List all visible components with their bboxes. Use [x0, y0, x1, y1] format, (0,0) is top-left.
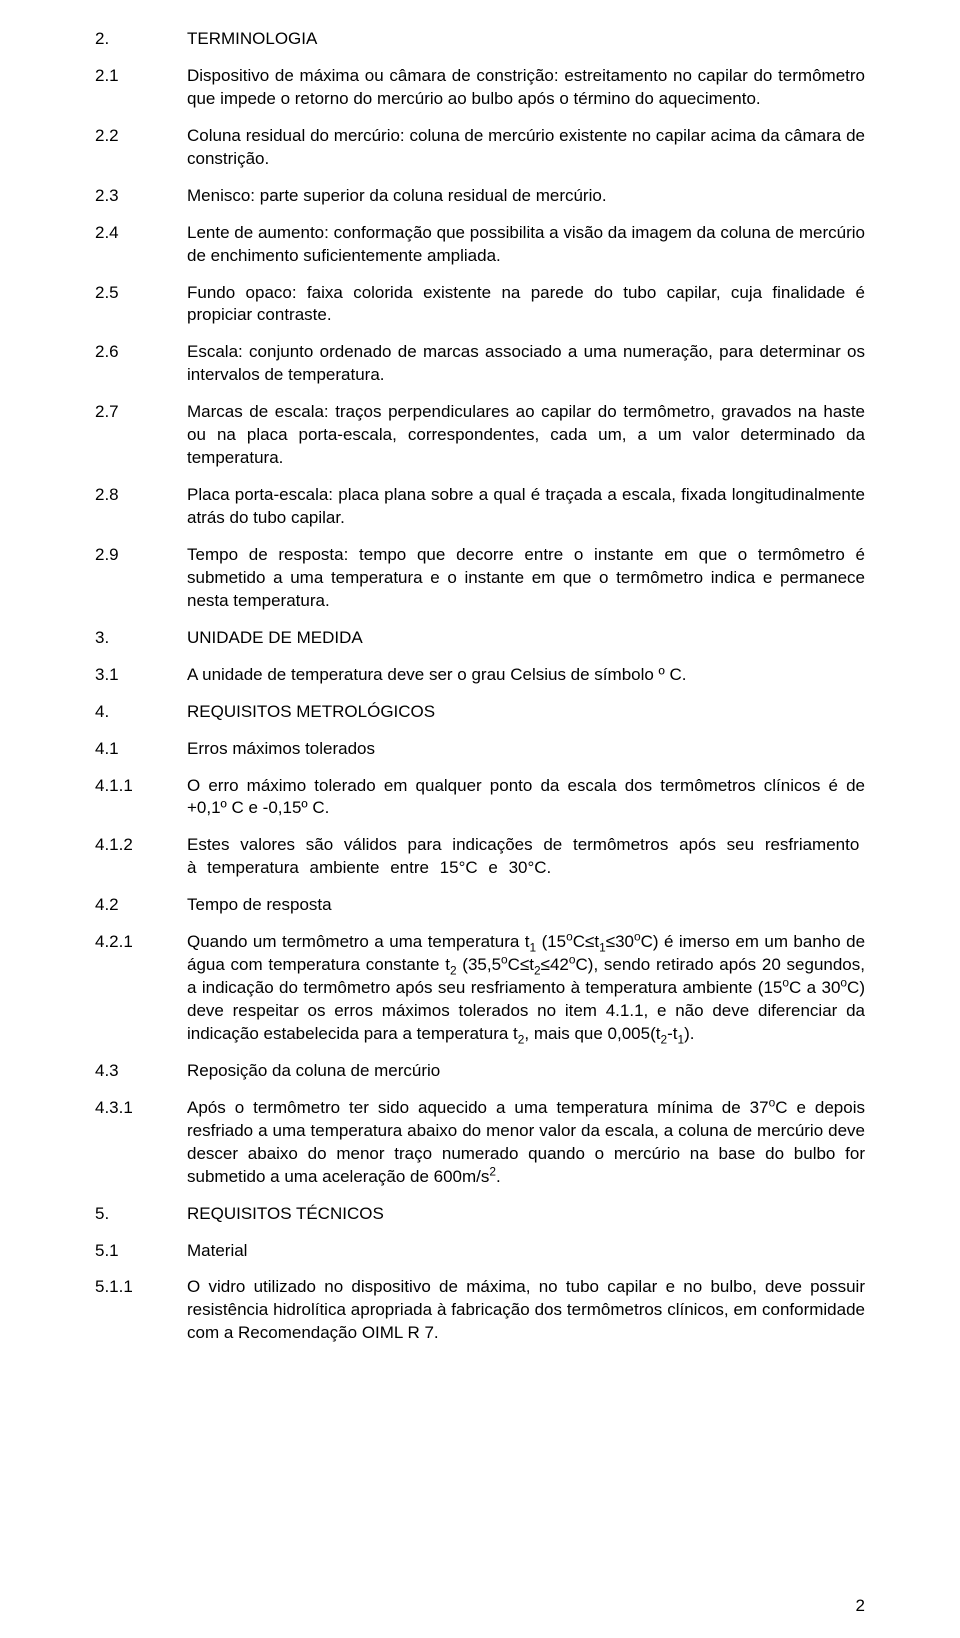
- item-number: 2.6: [95, 341, 187, 364]
- list-item: 2.6Escala: conjunto ordenado de marcas a…: [95, 341, 865, 387]
- list-item: 4.1.1O erro máximo tolerado em qualquer …: [95, 775, 865, 821]
- item-number: 5.1.1: [95, 1276, 187, 1299]
- item-text: Menisco: parte superior da coluna residu…: [187, 185, 865, 208]
- item-number: 4.3.1: [95, 1097, 187, 1120]
- list-item: 2.1Dispositivo de máxima ou câmara de co…: [95, 65, 865, 111]
- list-item: 4.1.2Estes valores são válidos para indi…: [95, 834, 865, 880]
- item-number: 2.9: [95, 544, 187, 567]
- item-number: 2.4: [95, 222, 187, 245]
- list-item: 4.2Tempo de resposta: [95, 894, 865, 917]
- item-number: 4.1.2: [95, 834, 187, 857]
- item-number: 2.: [95, 28, 187, 51]
- item-text: Tempo de resposta: tempo que decorre ent…: [187, 544, 865, 613]
- item-text: Lente de aumento: conformação que possib…: [187, 222, 865, 268]
- item-text: Material: [187, 1240, 865, 1263]
- item-number: 4.2: [95, 894, 187, 917]
- item-text: A unidade de temperatura deve ser o grau…: [187, 664, 865, 687]
- item-number: 4.3: [95, 1060, 187, 1083]
- list-item: 4.3Reposição da coluna de mercúrio: [95, 1060, 865, 1083]
- item-number: 3.: [95, 627, 187, 650]
- list-item: 4.1Erros máximos tolerados: [95, 738, 865, 761]
- item-text: Erros máximos tolerados: [187, 738, 865, 761]
- definition-list: 2.TERMINOLOGIA2.1Dispositivo de máxima o…: [95, 28, 865, 1345]
- list-item: 4.REQUISITOS METROLÓGICOS: [95, 701, 865, 724]
- list-item: 2.9Tempo de resposta: tempo que decorre …: [95, 544, 865, 613]
- list-item: 2.3Menisco: parte superior da coluna res…: [95, 185, 865, 208]
- item-number: 4.1.1: [95, 775, 187, 798]
- item-number: 2.3: [95, 185, 187, 208]
- item-text: REQUISITOS METROLÓGICOS: [187, 701, 865, 724]
- list-item: 2.5Fundo opaco: faixa colorida existente…: [95, 282, 865, 328]
- item-text: O vidro utilizado no dispositivo de máxi…: [187, 1276, 865, 1345]
- item-number: 2.2: [95, 125, 187, 148]
- list-item: 2.2Coluna residual do mercúrio: coluna d…: [95, 125, 865, 171]
- item-text: Tempo de resposta: [187, 894, 865, 917]
- item-number: 2.7: [95, 401, 187, 424]
- item-text: O erro máximo tolerado em qualquer ponto…: [187, 775, 865, 821]
- item-text: Coluna residual do mercúrio: coluna de m…: [187, 125, 865, 171]
- item-number: 2.1: [95, 65, 187, 88]
- page-number: 2: [856, 1596, 865, 1616]
- list-item: 2.7Marcas de escala: traços perpendicula…: [95, 401, 865, 470]
- item-text: Após o termômetro ter sido aquecido a um…: [187, 1097, 865, 1189]
- item-text: Placa porta-escala: placa plana sobre a …: [187, 484, 865, 530]
- item-text: Estes valores são válidos para indicaçõe…: [187, 834, 865, 880]
- list-item: 3.1A unidade de temperatura deve ser o g…: [95, 664, 865, 687]
- item-text: Marcas de escala: traços perpendiculares…: [187, 401, 865, 470]
- item-text: Escala: conjunto ordenado de marcas asso…: [187, 341, 865, 387]
- item-number: 5.1: [95, 1240, 187, 1263]
- list-item: 5.1Material: [95, 1240, 865, 1263]
- list-item: 2.4Lente de aumento: conformação que pos…: [95, 222, 865, 268]
- item-number: 2.5: [95, 282, 187, 305]
- item-number: 4.: [95, 701, 187, 724]
- document-page: 2.TERMINOLOGIA2.1Dispositivo de máxima o…: [0, 0, 960, 1638]
- item-text: UNIDADE DE MEDIDA: [187, 627, 865, 650]
- list-item: 2.TERMINOLOGIA: [95, 28, 865, 51]
- list-item: 4.3.1Após o termômetro ter sido aquecido…: [95, 1097, 865, 1189]
- item-text: Dispositivo de máxima ou câmara de const…: [187, 65, 865, 111]
- item-text: TERMINOLOGIA: [187, 28, 865, 51]
- item-number: 3.1: [95, 664, 187, 687]
- item-text: Fundo opaco: faixa colorida existente na…: [187, 282, 865, 328]
- item-number: 2.8: [95, 484, 187, 507]
- list-item: 5.1.1O vidro utilizado no dispositivo de…: [95, 1276, 865, 1345]
- item-number: 4.1: [95, 738, 187, 761]
- item-number: 5.: [95, 1203, 187, 1226]
- list-item: 3.UNIDADE DE MEDIDA: [95, 627, 865, 650]
- list-item: 5.REQUISITOS TÉCNICOS: [95, 1203, 865, 1226]
- list-item: 2.8Placa porta-escala: placa plana sobre…: [95, 484, 865, 530]
- item-text: Reposição da coluna de mercúrio: [187, 1060, 865, 1083]
- item-number: 4.2.1: [95, 931, 187, 954]
- item-text: REQUISITOS TÉCNICOS: [187, 1203, 865, 1226]
- item-text: Quando um termômetro a uma temperatura t…: [187, 931, 865, 1046]
- list-item: 4.2.1Quando um termômetro a uma temperat…: [95, 931, 865, 1046]
